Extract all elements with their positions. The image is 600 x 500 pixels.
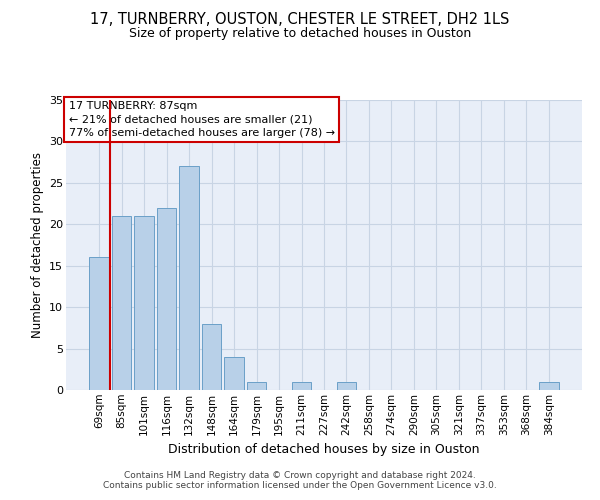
Bar: [539, 382, 559, 390]
Bar: [292, 382, 311, 390]
Bar: [224, 357, 244, 390]
X-axis label: Distribution of detached houses by size in Ouston: Distribution of detached houses by size …: [168, 443, 480, 456]
Text: 17, TURNBERRY, OUSTON, CHESTER LE STREET, DH2 1LS: 17, TURNBERRY, OUSTON, CHESTER LE STREET…: [91, 12, 509, 28]
Text: Contains HM Land Registry data © Crown copyright and database right 2024.
Contai: Contains HM Land Registry data © Crown c…: [103, 470, 497, 490]
Bar: [179, 166, 199, 390]
Bar: [202, 324, 221, 390]
Text: Size of property relative to detached houses in Ouston: Size of property relative to detached ho…: [129, 28, 471, 40]
Bar: [112, 216, 131, 390]
Bar: [157, 208, 176, 390]
Bar: [134, 216, 154, 390]
Bar: [337, 382, 356, 390]
Bar: [89, 258, 109, 390]
Bar: [247, 382, 266, 390]
Y-axis label: Number of detached properties: Number of detached properties: [31, 152, 44, 338]
Text: 17 TURNBERRY: 87sqm
← 21% of detached houses are smaller (21)
77% of semi-detach: 17 TURNBERRY: 87sqm ← 21% of detached ho…: [68, 102, 335, 138]
